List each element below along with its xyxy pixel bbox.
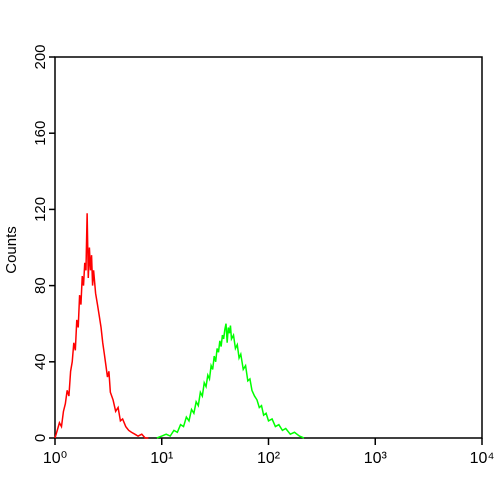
x-tick-label: 10² xyxy=(257,450,281,467)
x-tick-label: 10¹ xyxy=(150,450,173,467)
histogram-line xyxy=(156,323,305,439)
histogram-line xyxy=(54,213,149,439)
plot-frame xyxy=(54,56,483,439)
x-tick-label: 10⁴ xyxy=(470,450,495,467)
y-tick-label: 0 xyxy=(32,434,49,442)
y-tick-label: 120 xyxy=(32,197,49,222)
x-tick-label: 10⁰ xyxy=(43,450,67,467)
y-tick-label: 40 xyxy=(32,353,49,370)
y-tick-label: 160 xyxy=(32,121,49,146)
y-axis-label: Counts xyxy=(3,226,20,274)
y-tick-label: 80 xyxy=(32,277,49,294)
x-tick-label: 10³ xyxy=(364,450,388,467)
y-tick-label: 200 xyxy=(32,44,49,69)
